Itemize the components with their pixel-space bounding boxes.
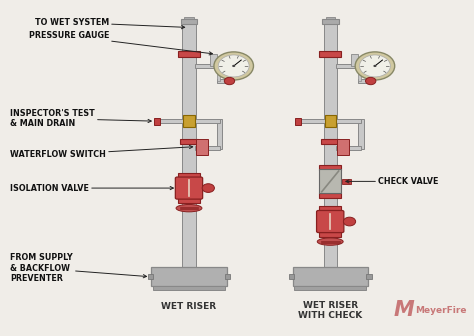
Bar bbox=[195, 119, 219, 123]
Circle shape bbox=[214, 52, 254, 80]
Text: WET RISER: WET RISER bbox=[162, 302, 217, 311]
Circle shape bbox=[365, 77, 376, 85]
Bar bbox=[180, 139, 198, 143]
Bar bbox=[184, 17, 194, 19]
Circle shape bbox=[355, 52, 395, 80]
FancyBboxPatch shape bbox=[175, 177, 203, 199]
Bar bbox=[366, 274, 372, 280]
Bar bbox=[319, 206, 341, 211]
Bar bbox=[337, 146, 361, 150]
Circle shape bbox=[232, 65, 235, 67]
Bar bbox=[325, 115, 336, 127]
Bar bbox=[351, 54, 358, 66]
Bar bbox=[319, 165, 341, 170]
Bar bbox=[217, 66, 219, 81]
Bar bbox=[337, 138, 349, 155]
Bar bbox=[292, 267, 368, 287]
Bar bbox=[337, 119, 361, 123]
Text: INSPECTOR'S TEST
& MAIN DRAIN: INSPECTOR'S TEST & MAIN DRAIN bbox=[10, 109, 151, 128]
Bar bbox=[297, 119, 326, 124]
Bar bbox=[342, 179, 351, 184]
Text: PRESSURE GAUGE: PRESSURE GAUGE bbox=[28, 31, 212, 55]
Bar bbox=[210, 54, 217, 66]
Text: WET RISER
WITH CHECK: WET RISER WITH CHECK bbox=[298, 300, 362, 320]
Bar bbox=[182, 21, 196, 268]
Bar bbox=[225, 274, 230, 280]
Bar bbox=[196, 138, 208, 155]
Bar bbox=[181, 19, 198, 24]
Bar bbox=[319, 169, 341, 194]
Bar bbox=[195, 146, 219, 150]
Text: WATERFLOW SWITCH: WATERFLOW SWITCH bbox=[10, 145, 192, 159]
Bar bbox=[178, 51, 200, 57]
Bar bbox=[337, 64, 358, 68]
Bar bbox=[295, 118, 301, 125]
Bar bbox=[195, 64, 217, 68]
Bar bbox=[319, 193, 341, 198]
Bar bbox=[178, 198, 200, 204]
Bar bbox=[324, 21, 337, 268]
FancyBboxPatch shape bbox=[317, 210, 344, 233]
Bar bbox=[147, 274, 153, 280]
Bar bbox=[326, 17, 335, 19]
Text: M: M bbox=[393, 300, 414, 320]
Bar bbox=[358, 79, 369, 83]
Circle shape bbox=[202, 184, 214, 193]
Text: TO WET SYSTEM: TO WET SYSTEM bbox=[35, 18, 185, 29]
Bar bbox=[319, 51, 341, 57]
Circle shape bbox=[224, 77, 235, 85]
Ellipse shape bbox=[176, 205, 202, 212]
Bar bbox=[358, 66, 361, 81]
Bar bbox=[319, 232, 341, 237]
Bar bbox=[183, 115, 195, 127]
Bar bbox=[294, 287, 366, 290]
Bar bbox=[217, 79, 228, 83]
Ellipse shape bbox=[317, 238, 343, 245]
Bar bbox=[322, 19, 339, 24]
Circle shape bbox=[343, 217, 356, 226]
Bar bbox=[321, 139, 339, 143]
Text: MeyerFire: MeyerFire bbox=[415, 306, 466, 315]
Text: ISOLATION VALVE: ISOLATION VALVE bbox=[10, 183, 173, 193]
Bar bbox=[289, 274, 294, 280]
Bar bbox=[153, 287, 225, 290]
Bar bbox=[156, 119, 184, 124]
Bar bbox=[217, 119, 222, 149]
Circle shape bbox=[219, 55, 249, 77]
Text: FROM SUPPLY
& BACKFLOW
PREVENTER: FROM SUPPLY & BACKFLOW PREVENTER bbox=[10, 253, 146, 283]
Bar bbox=[358, 119, 364, 149]
Bar bbox=[178, 173, 200, 178]
Bar bbox=[151, 267, 227, 287]
Circle shape bbox=[374, 65, 376, 67]
Circle shape bbox=[359, 55, 391, 77]
Bar bbox=[154, 118, 160, 125]
Text: CHECK VALVE: CHECK VALVE bbox=[346, 177, 438, 186]
